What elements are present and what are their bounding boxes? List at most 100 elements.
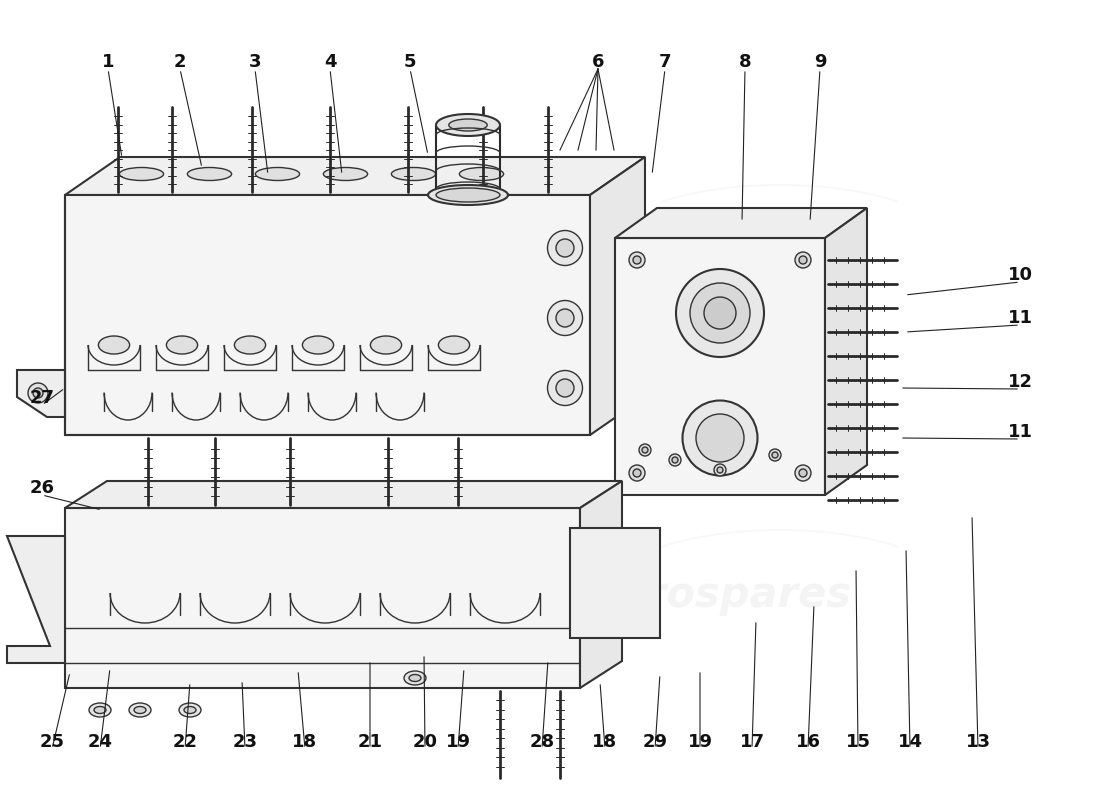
- Ellipse shape: [436, 188, 500, 202]
- Ellipse shape: [134, 706, 146, 714]
- Ellipse shape: [404, 671, 426, 685]
- Polygon shape: [615, 208, 867, 238]
- Polygon shape: [65, 157, 645, 195]
- Text: 1: 1: [101, 53, 114, 71]
- Ellipse shape: [89, 703, 111, 717]
- Ellipse shape: [632, 256, 641, 264]
- Text: eurospares: eurospares: [98, 214, 362, 256]
- Polygon shape: [7, 536, 65, 663]
- Polygon shape: [825, 208, 867, 495]
- Text: 11: 11: [1008, 423, 1033, 441]
- Ellipse shape: [392, 167, 436, 181]
- Ellipse shape: [179, 703, 201, 717]
- Ellipse shape: [187, 167, 232, 181]
- Ellipse shape: [556, 239, 574, 257]
- Text: 17: 17: [739, 733, 764, 751]
- Polygon shape: [590, 157, 645, 435]
- Ellipse shape: [672, 457, 678, 463]
- Text: 6: 6: [592, 53, 604, 71]
- Text: 13: 13: [966, 733, 990, 751]
- Ellipse shape: [548, 370, 583, 406]
- Text: 15: 15: [846, 733, 870, 751]
- Ellipse shape: [629, 465, 645, 481]
- Ellipse shape: [323, 167, 367, 181]
- Polygon shape: [65, 195, 590, 435]
- Text: 20: 20: [412, 733, 438, 751]
- Polygon shape: [65, 508, 580, 688]
- Text: 8: 8: [739, 53, 751, 71]
- Polygon shape: [570, 528, 660, 638]
- Ellipse shape: [449, 119, 487, 131]
- Ellipse shape: [439, 336, 470, 354]
- Ellipse shape: [629, 252, 645, 268]
- Ellipse shape: [428, 185, 508, 205]
- Text: 5: 5: [404, 53, 416, 71]
- Ellipse shape: [436, 114, 500, 136]
- Ellipse shape: [302, 336, 333, 354]
- Polygon shape: [65, 481, 622, 508]
- Polygon shape: [580, 481, 622, 688]
- Text: 2: 2: [174, 53, 186, 71]
- Text: 4: 4: [323, 53, 337, 71]
- Ellipse shape: [799, 256, 807, 264]
- Polygon shape: [16, 370, 65, 417]
- Ellipse shape: [255, 167, 299, 181]
- Ellipse shape: [639, 444, 651, 456]
- Text: eurospares: eurospares: [98, 574, 362, 616]
- Ellipse shape: [795, 465, 811, 481]
- Text: 12: 12: [1008, 373, 1033, 391]
- Text: 3: 3: [249, 53, 262, 71]
- Ellipse shape: [690, 283, 750, 343]
- Text: 16: 16: [795, 733, 821, 751]
- Ellipse shape: [129, 703, 151, 717]
- Ellipse shape: [642, 447, 648, 453]
- Ellipse shape: [717, 467, 723, 473]
- Ellipse shape: [795, 252, 811, 268]
- Ellipse shape: [28, 383, 48, 403]
- Ellipse shape: [33, 388, 43, 398]
- Text: 9: 9: [814, 53, 826, 71]
- Text: eurospares: eurospares: [588, 214, 851, 256]
- Text: 7: 7: [659, 53, 671, 71]
- Ellipse shape: [166, 336, 198, 354]
- Ellipse shape: [120, 167, 164, 181]
- Text: 26: 26: [30, 479, 55, 497]
- Text: 18: 18: [593, 733, 617, 751]
- Text: 27: 27: [30, 389, 55, 407]
- Ellipse shape: [632, 469, 641, 477]
- Ellipse shape: [184, 706, 196, 714]
- Text: 11: 11: [1008, 309, 1033, 327]
- Ellipse shape: [669, 454, 681, 466]
- Ellipse shape: [769, 449, 781, 461]
- Ellipse shape: [98, 336, 130, 354]
- Text: 29: 29: [642, 733, 668, 751]
- Text: 10: 10: [1008, 266, 1033, 284]
- Ellipse shape: [371, 336, 402, 354]
- Text: 18: 18: [293, 733, 318, 751]
- Ellipse shape: [409, 674, 421, 682]
- Ellipse shape: [676, 269, 764, 357]
- Ellipse shape: [548, 230, 583, 266]
- Text: 28: 28: [529, 733, 554, 751]
- Text: 21: 21: [358, 733, 383, 751]
- Ellipse shape: [714, 464, 726, 476]
- Ellipse shape: [772, 452, 778, 458]
- Text: 23: 23: [232, 733, 257, 751]
- Ellipse shape: [704, 297, 736, 329]
- Text: 25: 25: [40, 733, 65, 751]
- Text: 19: 19: [688, 733, 713, 751]
- Ellipse shape: [548, 301, 583, 335]
- Polygon shape: [615, 238, 825, 495]
- Text: 19: 19: [446, 733, 471, 751]
- Ellipse shape: [94, 706, 106, 714]
- Ellipse shape: [460, 167, 504, 181]
- Ellipse shape: [696, 414, 744, 462]
- Text: eurospares: eurospares: [588, 574, 851, 616]
- Text: 22: 22: [173, 733, 198, 751]
- Text: 14: 14: [898, 733, 923, 751]
- Ellipse shape: [234, 336, 265, 354]
- Ellipse shape: [799, 469, 807, 477]
- Text: 24: 24: [88, 733, 112, 751]
- Ellipse shape: [556, 379, 574, 397]
- Ellipse shape: [682, 401, 758, 475]
